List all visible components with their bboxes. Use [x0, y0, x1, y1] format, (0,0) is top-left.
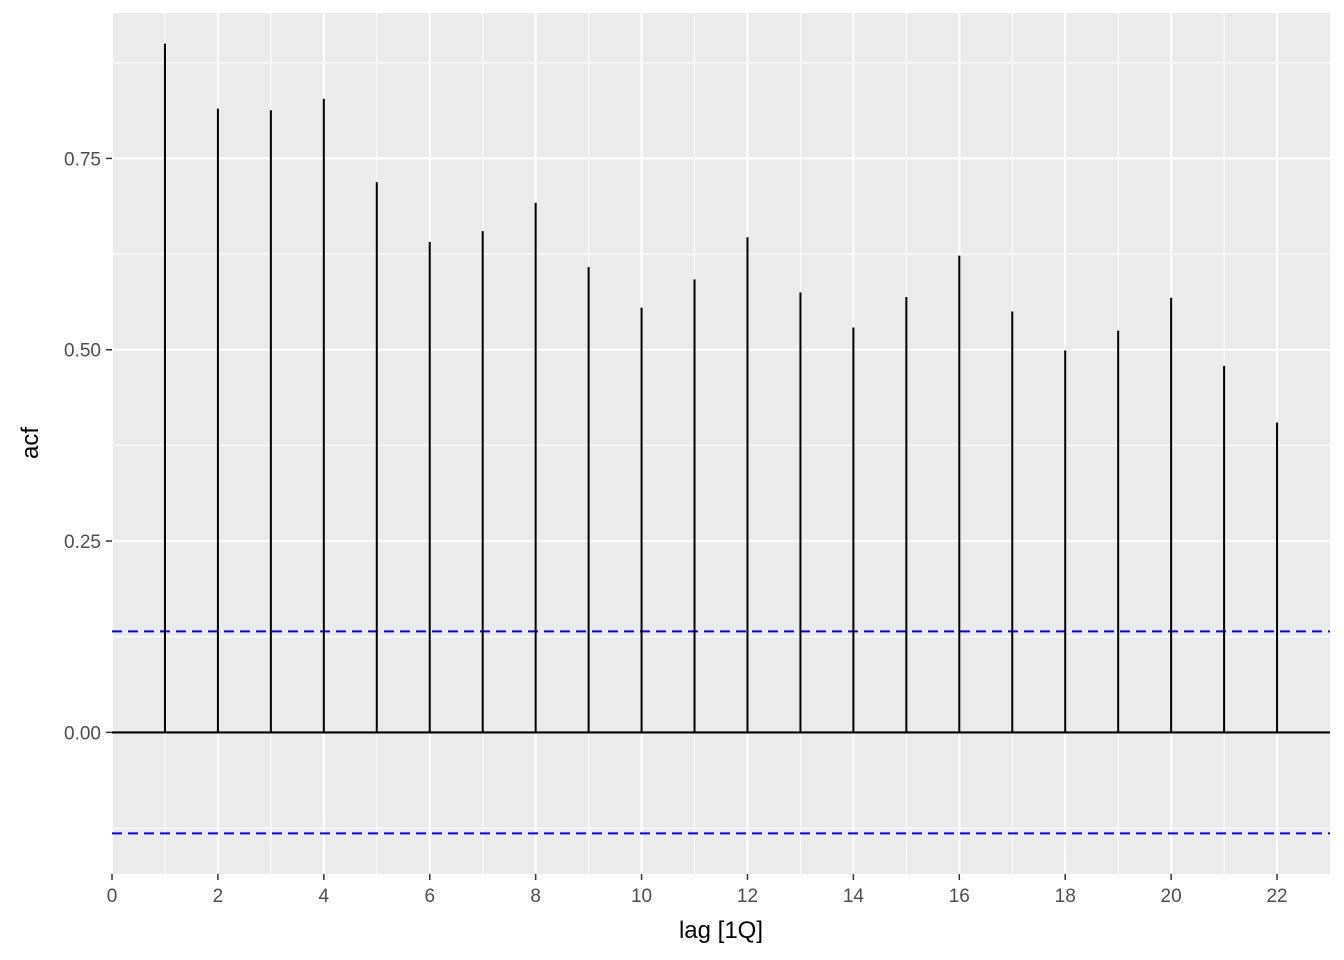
- x-tick-label: 0: [107, 886, 118, 907]
- x-tick-label: 10: [631, 886, 652, 907]
- x-tick-label: 8: [530, 886, 541, 907]
- x-tick-label: 14: [843, 886, 865, 907]
- x-tick-label: 2: [213, 886, 224, 907]
- x-tick-label: 12: [737, 886, 758, 907]
- y-tick-label: 0.00: [64, 723, 101, 744]
- x-tick-label: 6: [424, 886, 435, 907]
- y-axis: 0.00 0.25 0.50 0.75: [64, 149, 112, 744]
- x-tick-label: 18: [1055, 886, 1076, 907]
- plot-panel: [112, 13, 1330, 874]
- y-axis-title: acf: [17, 427, 44, 459]
- x-tick-label: 4: [319, 886, 330, 907]
- x-tick-label: 22: [1266, 886, 1287, 907]
- y-tick-label: 0.50: [64, 341, 101, 362]
- x-tick-label: 16: [949, 886, 970, 907]
- x-axis-title: lag [1Q]: [679, 917, 763, 944]
- x-tick-label: 20: [1161, 886, 1182, 907]
- y-tick-label: 0.75: [64, 149, 101, 170]
- acf-bars: [163, 43, 1279, 733]
- y-tick-label: 0.25: [64, 532, 101, 553]
- confidence-band: [112, 630, 1330, 835]
- x-axis: 0 2 4 6 8 10 12 14 16 18 20 22: [107, 874, 1288, 907]
